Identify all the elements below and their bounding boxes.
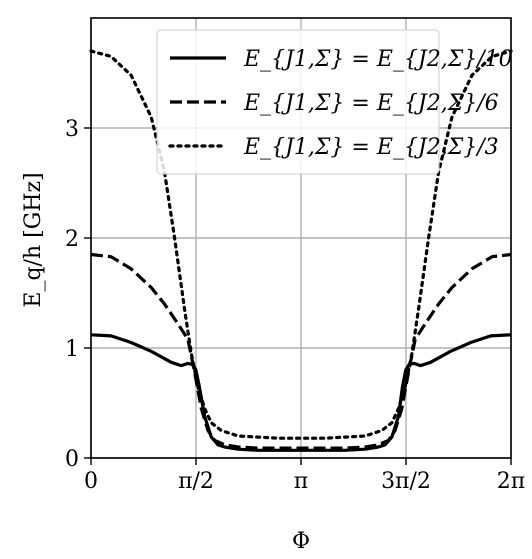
x-axis-label: Φ: [292, 529, 310, 554]
x-tick-label: π: [294, 469, 308, 494]
series-line-1: [90, 333, 512, 452]
legend-label-2: E_{J1,Σ} = E_{J2,Σ}/6: [243, 91, 499, 116]
y-tick-label: 1: [65, 337, 79, 362]
x-tick-label: 0: [84, 469, 98, 494]
y-axis-label: E_q/h [GHz]: [21, 172, 46, 307]
series-line-2: [90, 252, 512, 450]
series-lines: [89, 49, 513, 452]
y-tick-label: 0: [65, 447, 79, 472]
y-tick-label: 3: [65, 117, 79, 142]
x-tick-label: 3π/2: [381, 469, 431, 494]
legend-label-1: E_{J1,Σ} = E_{J2,Σ}/10: [243, 47, 513, 72]
x-tick-label: π/2: [178, 469, 214, 494]
y-ticks: 0 1 2 3: [65, 117, 91, 472]
legend-box: [156, 29, 440, 175]
legend-label-3: E_{J1,Σ} = E_{J2,Σ}/3: [243, 135, 499, 160]
legend: E_{J1,Σ} = E_{J2,Σ}/10 E_{J1,Σ} = E_{J2,Σ…: [156, 29, 513, 175]
x-ticks: 0 π/2 π 3π/2 2π: [84, 458, 525, 494]
series-line-3: [89, 49, 513, 440]
y-tick-label: 2: [65, 227, 79, 252]
x-tick-label: 2π: [497, 469, 525, 494]
